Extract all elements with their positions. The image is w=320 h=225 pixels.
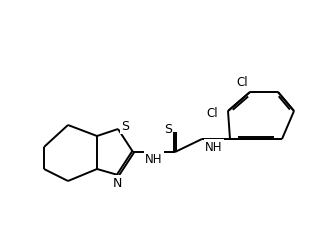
Text: S: S [164, 123, 172, 136]
Text: N: N [112, 177, 122, 190]
Text: NH: NH [205, 141, 223, 154]
Text: NH: NH [145, 153, 163, 166]
Text: S: S [121, 120, 129, 133]
Text: Cl: Cl [206, 107, 218, 120]
Text: Cl: Cl [236, 76, 248, 89]
